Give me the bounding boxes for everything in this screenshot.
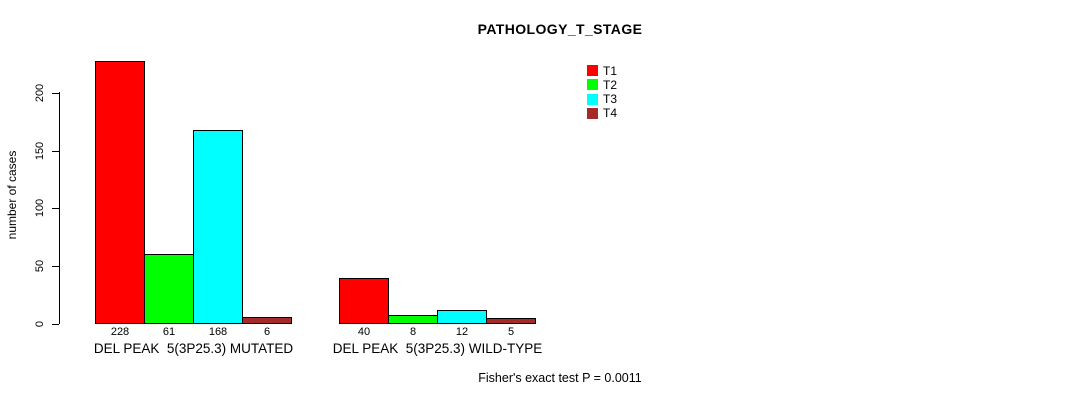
bar-value-label: 61 <box>162 325 176 338</box>
legend-label-t4: T4 <box>603 106 618 121</box>
bar <box>193 129 243 324</box>
bar-value-label: 168 <box>208 325 228 338</box>
group-label: DEL PEAK 5(3P25.3) WILD-TYPE <box>332 341 543 356</box>
bar-value-label: 8 <box>409 325 417 338</box>
bar-value-label: 40 <box>357 325 371 338</box>
bar-value-label: 12 <box>455 325 469 338</box>
legend-label-t1: T1 <box>603 63 618 78</box>
legend-swatch-t4 <box>587 107 598 119</box>
bar <box>388 314 438 324</box>
bar <box>486 317 536 324</box>
bar <box>144 253 194 324</box>
bar <box>339 277 389 324</box>
y-tick-mark <box>52 208 59 210</box>
bar <box>242 316 292 324</box>
legend-swatch-t2 <box>587 79 598 91</box>
y-axis-line <box>59 92 60 324</box>
legend-label-t2: T2 <box>603 77 618 92</box>
y-tick-label: 100 <box>34 199 46 218</box>
y-tick-mark <box>52 265 59 267</box>
y-tick-mark <box>52 323 59 325</box>
y-tick-label: 150 <box>34 141 46 160</box>
y-tick-label: 200 <box>34 83 46 103</box>
y-tick-mark <box>52 93 59 94</box>
group-label: DEL PEAK 5(3P25.3) MUTATED <box>93 341 294 356</box>
y-tick-label: 0 <box>34 320 46 327</box>
legend-label-t3: T3 <box>603 92 618 107</box>
bar-value-label: 228 <box>110 325 130 338</box>
y-tick-mark <box>52 150 59 152</box>
bar <box>95 60 145 324</box>
bar-value-label: 6 <box>263 325 271 338</box>
y-axis-label: number of cases <box>5 150 19 240</box>
chart-title: PATHOLOGY_T_STAGE <box>477 21 643 37</box>
bar <box>437 309 487 324</box>
bar-value-label: 5 <box>507 325 515 338</box>
legend-swatch-t3 <box>587 93 598 105</box>
fisher-test-note: Fisher's exact test P = 0.0011 <box>478 371 642 385</box>
y-tick-label: 50 <box>34 259 46 272</box>
legend-swatch-t1 <box>587 65 598 76</box>
